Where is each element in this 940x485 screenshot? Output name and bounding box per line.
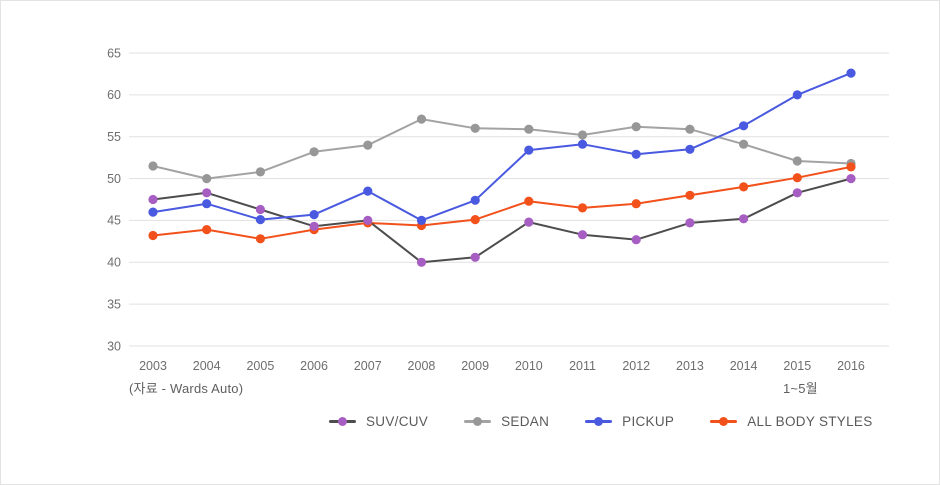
data-point-suv-cuv-2006: [309, 221, 319, 231]
x-tick-label: 2005: [246, 359, 274, 373]
x-tick-label: 2010: [515, 359, 543, 373]
series-line-suv-cuv: [152, 177, 852, 264]
x-tick-label: 2003: [139, 359, 167, 373]
x-tick-label: 2006: [300, 359, 328, 373]
data-point-sedan-2006: [309, 147, 319, 157]
y-tick-label: 65: [107, 46, 121, 60]
data-point-all-body-styles-2009: [470, 215, 480, 225]
x-tick-label: 2004: [193, 359, 221, 373]
x-tick-label: 2009: [461, 359, 489, 373]
data-point-pickup-2011: [577, 139, 588, 149]
data-point-sedan-2010: [524, 124, 534, 134]
data-point-suv-cuv-2003: [148, 194, 158, 205]
legend-marker-icon: [329, 417, 356, 427]
series-line-all-body-styles: [152, 165, 852, 240]
y-tick-label: 55: [107, 130, 121, 144]
line-chart: 30 35 40 45 50 55 60 65 2003 2004 2005 2006 2007 2008…: [107, 46, 889, 373]
x-tick-label: 2007: [354, 359, 382, 373]
legend-label: SUV/CUV: [366, 414, 429, 429]
data-point-suv-cuv-2011: [577, 230, 588, 240]
data-point-suv-cuv-2015: [792, 188, 802, 198]
data-point-all-body-styles-2011: [577, 203, 588, 213]
legend-item-pickup: PICKUP: [585, 414, 674, 429]
data-point-sedan-2003: [148, 161, 158, 171]
data-point-sedan-2007: [363, 140, 373, 150]
legend-label: ALL BODY STYLES: [747, 414, 873, 429]
data-point-sedan-2011: [577, 130, 588, 140]
period-note: 1~5월: [783, 381, 818, 396]
data-point-pickup-2015: [792, 90, 802, 100]
data-point-sedan-2012: [631, 122, 641, 132]
series-line-pickup: [152, 72, 852, 222]
data-point-suv-cuv-2008: [416, 257, 427, 267]
x-tick-label: 2011: [569, 359, 596, 373]
data-point-sedan-2014: [739, 139, 749, 149]
data-point-pickup-2008: [416, 215, 427, 225]
data-point-sedan-2015: [792, 156, 802, 166]
legend-label: SEDAN: [501, 414, 550, 429]
data-point-sedan-2009: [470, 123, 480, 133]
data-point-sedan-2004: [202, 174, 212, 184]
y-tick-label: 45: [107, 214, 121, 228]
chart-legend: SUV/CUV SEDAN PICKUP ALL BODY STYLES: [329, 414, 873, 429]
data-point-pickup-2007: [363, 186, 373, 196]
data-point-all-body-styles-2004: [202, 225, 212, 235]
data-point-pickup-2010: [524, 145, 534, 155]
data-point-suv-cuv-2007: [363, 215, 373, 225]
legend-item-sedan: SEDAN: [464, 414, 549, 429]
data-point-pickup-2014: [739, 121, 749, 131]
legend-marker-icon: [464, 417, 492, 427]
x-tick-label: 2012: [622, 359, 650, 373]
data-point-all-body-styles-2013: [685, 190, 695, 200]
data-point-suv-cuv-2016: [846, 174, 856, 184]
source-note: (자료 - Wards Auto): [129, 381, 244, 396]
data-point-pickup-2016: [846, 68, 856, 78]
x-tick-label: 2013: [676, 359, 704, 373]
y-tick-label: 30: [107, 339, 121, 353]
data-point-pickup-2004: [202, 199, 212, 209]
x-tick-label: 2016: [837, 359, 865, 373]
data-point-suv-cuv-2012: [631, 235, 641, 245]
data-point-all-body-styles-2016: [846, 162, 856, 172]
legend-marker-icon: [585, 417, 613, 427]
data-point-pickup-2012: [631, 149, 641, 159]
data-point-pickup-2013: [685, 144, 695, 154]
x-tick-label: 2008: [408, 359, 436, 373]
y-tick-label: 35: [107, 297, 121, 311]
data-point-all-body-styles-2003: [148, 230, 158, 241]
data-point-suv-cuv-2010: [524, 217, 534, 227]
legend-marker-icon: [710, 417, 738, 427]
data-point-suv-cuv-2005: [255, 204, 265, 215]
data-point-sedan-2013: [685, 124, 695, 134]
data-point-suv-cuv-2004: [202, 188, 212, 198]
legend-item-all-body-styles: ALL BODY STYLES: [710, 414, 872, 429]
data-point-all-body-styles-2015: [792, 173, 802, 183]
data-point-pickup-2006: [309, 210, 319, 220]
data-point-all-body-styles-2005: [255, 234, 265, 244]
y-tick-label: 40: [107, 256, 121, 270]
data-point-suv-cuv-2009: [470, 252, 480, 262]
data-point-all-body-styles-2012: [631, 199, 641, 209]
y-tick-label: 60: [107, 88, 121, 102]
data-point-sedan-2008: [416, 114, 427, 124]
data-point-pickup-2003: [148, 207, 158, 217]
data-point-pickup-2005: [255, 215, 265, 225]
legend-item-suv-cuv: SUV/CUV: [329, 414, 428, 429]
data-point-all-body-styles-2014: [739, 182, 749, 192]
y-tick-label: 50: [107, 172, 121, 186]
data-point-suv-cuv-2014: [739, 214, 749, 224]
x-tick-label: 2015: [783, 359, 811, 373]
data-point-all-body-styles-2010: [524, 196, 534, 206]
x-tick-label: 2014: [730, 359, 758, 373]
legend-label: PICKUP: [622, 414, 675, 429]
data-point-sedan-2005: [255, 167, 265, 177]
data-point-suv-cuv-2013: [685, 218, 695, 228]
data-point-pickup-2009: [470, 195, 480, 205]
series-line-sedan: [152, 118, 852, 180]
